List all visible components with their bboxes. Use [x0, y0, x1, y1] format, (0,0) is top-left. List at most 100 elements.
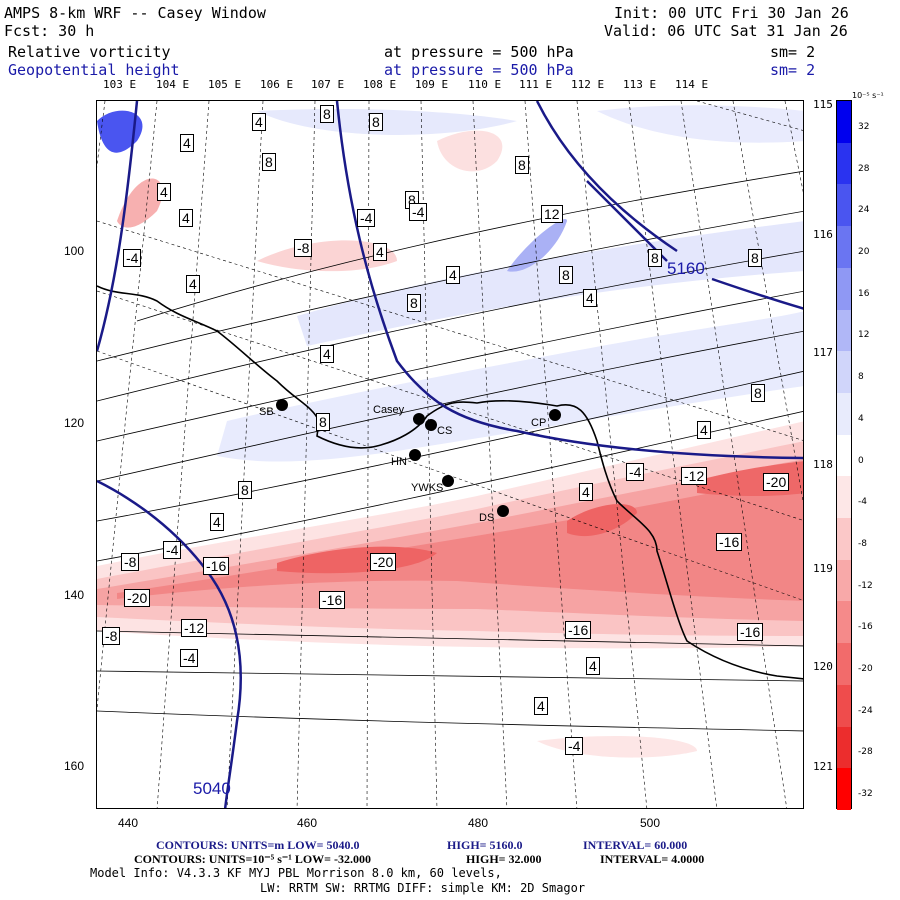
init-time: Init: 00 UTC Fri 30 Jan 26 — [614, 4, 849, 22]
height-contour-high: HIGH= 5160.0 — [447, 838, 523, 852]
contour-label: 8 — [559, 266, 573, 284]
contour-label: 4 — [583, 289, 597, 307]
field2-level: at pressure = 500 hPa — [384, 61, 574, 79]
colorbar-label: -24 — [858, 705, 873, 716]
contour-label: -20 — [370, 553, 397, 571]
height-contour-info: CONTOURS: UNITS=m LOW= 5040.0 — [156, 838, 360, 852]
colorbar-swatch — [837, 351, 851, 394]
contour-label: -12 — [181, 619, 208, 637]
contour-label: -16 — [737, 623, 764, 641]
model-physics: LW: RRTM SW: RRTMG DIFF: simple KM: 2D S… — [260, 881, 586, 895]
colorbar-label: -32 — [858, 789, 873, 800]
colorbar-swatch — [837, 267, 851, 311]
station-label: YWKS — [411, 482, 444, 494]
x-label-480: 480 — [468, 816, 489, 830]
colorbar-label: -4 — [858, 497, 867, 508]
station-marker — [549, 409, 561, 421]
top-lon-label: 103 E — [103, 78, 137, 91]
station-label: SB — [259, 406, 274, 418]
contour-label: -16 — [565, 621, 592, 639]
colorbar-swatch — [837, 142, 851, 185]
colorbar-swatch — [837, 476, 851, 519]
colorbar-swatch — [837, 559, 851, 602]
field2-smoothing: sm= 2 — [770, 61, 816, 79]
colorbar-label: 4 — [858, 413, 864, 424]
height-label-5160: 5160 — [667, 259, 705, 278]
colorbar-swatch — [837, 309, 851, 352]
colorbar-label: -8 — [858, 538, 867, 549]
contour-label: -4 — [163, 541, 182, 559]
contour-label: 8 — [320, 105, 334, 123]
field2-name: Geopotential height — [8, 61, 180, 79]
contour-label: 4 — [534, 697, 548, 715]
contour-label: 8 — [238, 481, 252, 499]
contour-label: -16 — [319, 591, 346, 609]
colorbar — [836, 100, 852, 811]
contour-label: -4 — [123, 249, 142, 267]
colorbar-label: -20 — [858, 664, 873, 675]
station-label: DS — [479, 512, 495, 524]
top-lon-label: 110 E — [468, 78, 502, 91]
top-lon-label: 108 E — [363, 78, 397, 91]
contour-label: 4 — [180, 134, 194, 152]
geopotential-height-contours — [97, 101, 803, 808]
y-label-120: 120 — [64, 416, 85, 430]
colorbar-label: 16 — [858, 288, 870, 299]
coastline — [97, 285, 803, 680]
top-lon-label: 111 E — [519, 78, 553, 91]
colorbar-swatch — [837, 601, 851, 644]
colorbar-swatch — [837, 768, 851, 811]
colorbar-units: 10⁻⁵ s⁻¹ — [852, 91, 884, 100]
colorbar-swatch — [837, 684, 851, 728]
x-label-500: 500 — [640, 816, 661, 830]
colorbar-label: 24 — [858, 205, 870, 216]
colorbar-label: -12 — [858, 580, 873, 591]
contour-label: 4 — [186, 275, 200, 293]
colorbar-swatch — [837, 184, 851, 227]
map-panel: 4 8 8 4 8 4 4 8 4 -4 -4 8 12 -8 4 -4 8 4 4 8 4 8 8 8 8 4 -4 -12 -20 4… — [96, 100, 804, 809]
model-info: Model Info: V4.3.3 KF MYJ PBL Morrison 8… — [90, 866, 502, 880]
contour-label: 8 — [262, 153, 276, 171]
contour-label: 4 — [252, 113, 266, 131]
field1-level: at pressure = 500 hPa — [384, 43, 574, 61]
contour-label: 8 — [316, 413, 330, 431]
top-lon-label: 109 E — [415, 78, 449, 91]
contour-label: 4 — [446, 266, 460, 284]
colorbar-label: -28 — [858, 747, 873, 758]
contour-label: 8 — [369, 113, 383, 131]
station-marker — [425, 419, 437, 431]
contour-label: -16 — [203, 557, 230, 575]
vorticity-contour-high: HIGH= 32.000 — [466, 852, 542, 866]
vorticity-contour-info: CONTOURS: UNITS=10⁻⁵ s⁻¹ LOW= -32.000 — [134, 852, 372, 866]
contour-label: 4 — [210, 513, 224, 531]
contour-label: -8 — [294, 239, 313, 257]
contour-label: -16 — [716, 533, 743, 551]
contour-label: 8 — [515, 156, 529, 174]
station-label: HN — [391, 456, 407, 468]
colorbar-label: 8 — [858, 372, 864, 383]
contour-label: -4 — [409, 203, 428, 221]
y-label-140: 140 — [64, 588, 85, 602]
colorbar-swatch — [837, 726, 851, 769]
top-lon-label: 107 E — [311, 78, 345, 91]
field1-smoothing: sm= 2 — [770, 43, 816, 61]
contour-label: 4 — [579, 483, 593, 501]
colorbar-swatch — [837, 643, 851, 686]
positive-vorticity-shading — [97, 105, 803, 462]
top-lon-label: 113 E — [623, 78, 657, 91]
contour-label: -4 — [565, 737, 584, 755]
station-label: CS — [437, 425, 453, 437]
station-marker — [413, 413, 425, 425]
contour-label: -4 — [180, 649, 199, 667]
colorbar-swatch — [837, 518, 851, 561]
station-marker — [409, 449, 421, 461]
contour-label: -20 — [124, 589, 151, 607]
contour-label: -8 — [102, 627, 121, 645]
contour-label: 4 — [157, 183, 171, 201]
colorbar-swatch — [837, 434, 851, 477]
station-marker — [497, 505, 509, 517]
valid-time: Valid: 06 UTC Sat 31 Jan 26 — [604, 22, 848, 40]
contour-label: -12 — [681, 467, 708, 485]
colorbar-label: 32 — [858, 121, 870, 132]
contour-label: 4 — [373, 243, 387, 261]
